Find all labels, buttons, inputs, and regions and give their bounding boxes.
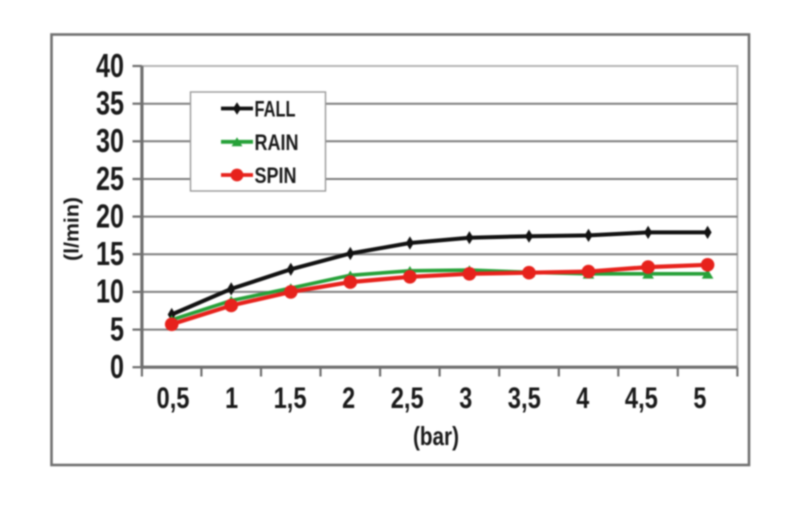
svg-text:2: 2 [342, 382, 355, 415]
svg-text:3: 3 [459, 382, 472, 415]
svg-text:4: 4 [576, 382, 589, 415]
svg-text:40: 40 [96, 47, 124, 84]
svg-text:15: 15 [96, 235, 124, 272]
svg-text:20: 20 [96, 197, 124, 234]
svg-text:1,5: 1,5 [274, 382, 307, 415]
svg-text:2,5: 2,5 [391, 382, 424, 415]
svg-text:RAIN: RAIN [255, 130, 299, 155]
svg-text:FALL: FALL [255, 97, 296, 122]
svg-text:0,5: 0,5 [157, 382, 190, 415]
svg-text:SPIN: SPIN [255, 163, 297, 188]
svg-text:25: 25 [96, 160, 124, 197]
svg-text:1: 1 [225, 382, 238, 415]
svg-text:0: 0 [110, 348, 124, 385]
svg-text:5: 5 [110, 310, 124, 347]
svg-text:(l/min): (l/min) [62, 197, 84, 261]
svg-text:4,5: 4,5 [625, 382, 658, 415]
svg-text:30: 30 [96, 122, 124, 159]
svg-text:5: 5 [693, 382, 706, 415]
svg-text:(bar): (bar) [413, 421, 459, 451]
svg-text:3,5: 3,5 [508, 382, 541, 415]
svg-text:35: 35 [96, 85, 124, 122]
svg-text:10: 10 [96, 273, 124, 310]
